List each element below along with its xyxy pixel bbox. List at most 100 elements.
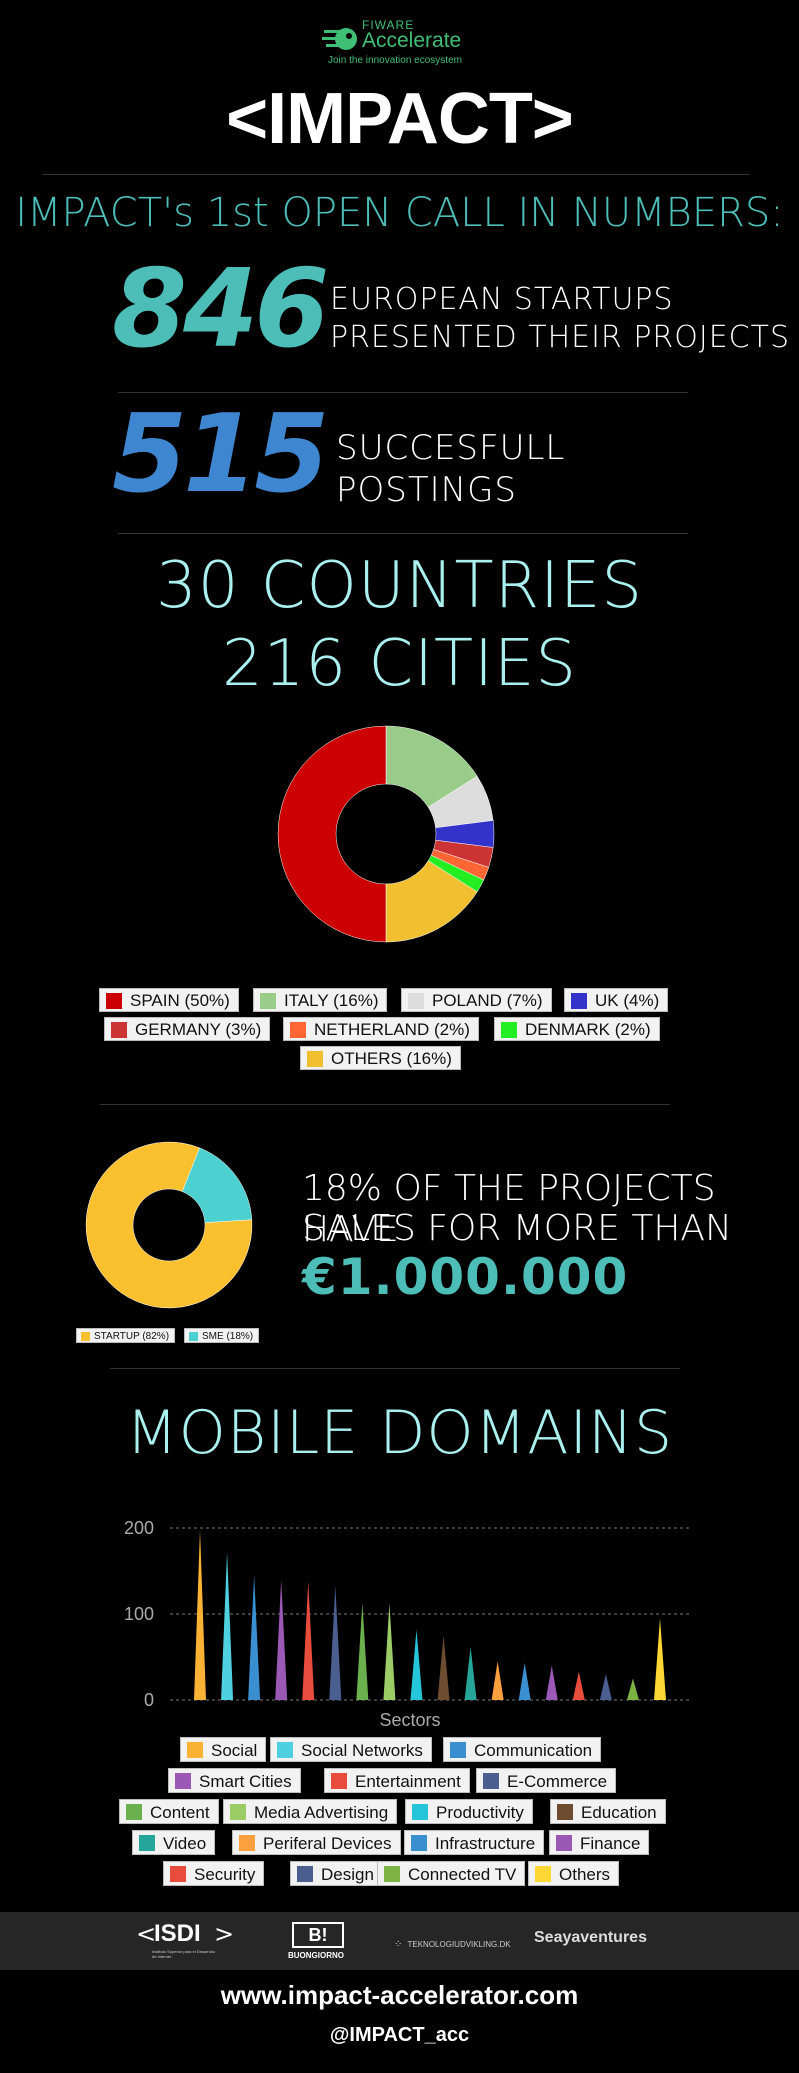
donut-slice-startup <box>85 1141 253 1309</box>
legend-item-spain: SPAIN (50%) <box>99 988 239 1012</box>
company-type-donut-chart <box>85 1141 253 1309</box>
postings-label-line1: SUCCESFULL <box>336 428 566 468</box>
legend-swatch <box>384 1866 400 1882</box>
legend-swatch <box>483 1773 499 1789</box>
spike-others <box>654 1618 666 1700</box>
divider <box>118 392 688 393</box>
postings-label-line2: POSTINGS <box>336 470 518 510</box>
legend-swatch <box>556 1835 572 1851</box>
legend-label: Social Networks <box>301 1741 423 1760</box>
x-axis-label: Sectors <box>379 1710 440 1730</box>
countries-count: 30 COUNTRIES <box>155 549 644 623</box>
legend-item-periferal-devices: Periferal Devices <box>232 1830 401 1855</box>
legend-label: Entertainment <box>355 1772 461 1791</box>
legend-swatch <box>111 1022 127 1038</box>
spike-entertainment <box>302 1581 315 1700</box>
legend-swatch <box>230 1804 246 1820</box>
isdi-right-bracket-icon: > <box>214 1920 235 1948</box>
spike-social-networks <box>221 1552 234 1700</box>
y-tick-label: 100 <box>124 1604 154 1624</box>
legend-swatch <box>331 1773 347 1789</box>
legend-item-content: Content <box>119 1799 219 1824</box>
website-link[interactable]: www.impact-accelerator.com <box>220 1980 579 2010</box>
logo-brand: Accelerate <box>362 29 462 52</box>
spike-infrastructure <box>518 1663 531 1700</box>
legend-item-connected-tv: Connected TV <box>377 1861 526 1886</box>
legend-item-entertainment: Entertainment <box>324 1768 470 1793</box>
seaya-ventures-logo: Seayaventures <box>534 1929 647 1946</box>
spike-connected-tv <box>626 1678 639 1700</box>
legend-swatch <box>501 1022 517 1038</box>
legend-label: SPAIN (50%) <box>130 991 230 1010</box>
spike-security <box>572 1671 585 1700</box>
legend-swatch <box>571 993 587 1009</box>
teknologiudvikling-logo-text: TEKNOLOGIUDVIKLING.DK <box>407 1940 511 1949</box>
startups-label-line2: PRESENTED THEIR PROJECTS <box>330 320 790 355</box>
legend-label: Finance <box>580 1834 641 1853</box>
isdi-left-bracket-icon: < <box>136 1920 157 1948</box>
spike-media-advertising <box>383 1603 396 1700</box>
legend-item-social-networks: Social Networks <box>270 1737 432 1762</box>
legend-label: NETHERLAND (2%) <box>314 1020 470 1039</box>
countries-donut-chart <box>277 725 495 943</box>
legend-item-sme: SME (18%) <box>184 1328 260 1343</box>
sales-line1: 18% OF THE PROJECTS HAVE <box>302 1168 716 1250</box>
legend-label: Media Advertising <box>254 1803 389 1822</box>
legend-label: Periferal Devices <box>263 1834 392 1853</box>
network-nodes-icon: ⁘ <box>394 1939 403 1950</box>
startups-count: 846 <box>112 247 329 372</box>
legend-item-productivity: Productivity <box>405 1799 533 1824</box>
legend-item-video: Video <box>132 1830 216 1855</box>
legend-swatch <box>81 1332 90 1341</box>
buongiorno-logo: B! BUONGIORNO <box>288 1922 350 1962</box>
legend-swatch <box>450 1742 466 1758</box>
postings-count: 515 <box>112 392 329 517</box>
legend-item-communication: Communication <box>443 1737 602 1762</box>
legend-swatch <box>297 1866 313 1882</box>
y-tick-label: 200 <box>124 1518 154 1538</box>
legend-swatch <box>106 993 122 1009</box>
legend-swatch <box>412 1804 428 1820</box>
legend-item-germany: GERMANY (3%) <box>104 1017 271 1041</box>
spike-periferal-devices <box>491 1661 504 1700</box>
legend-swatch <box>307 1051 323 1067</box>
y-tick-label: 0 <box>144 1690 154 1710</box>
isdi-logo-text: ISDI <box>154 1920 201 1947</box>
divider <box>42 174 750 175</box>
legend-item-uk: UK (4%) <box>564 988 669 1012</box>
buongiorno-logo-mark: B! <box>292 1922 344 1948</box>
legend-label: Infrastructure <box>435 1834 536 1853</box>
legend-item-finance: Finance <box>549 1830 650 1855</box>
legend-label: Smart Cities <box>199 1772 292 1791</box>
legend-swatch <box>408 993 424 1009</box>
startups-label-line1: EUROPEAN STARTUPS <box>330 282 674 317</box>
legend-label: E-Commerce <box>507 1772 608 1791</box>
legend-label: STARTUP (82%) <box>94 1331 170 1342</box>
isdi-logo-subtitle: Instituto Superior para el Desarrollo de… <box>152 1949 215 1959</box>
legend-label: OTHERS (16%) <box>331 1049 452 1068</box>
legend-label: Connected TV <box>408 1865 517 1884</box>
legend-label: Design <box>321 1865 374 1884</box>
teknologiudvikling-logo: ⁘ TEKNOLOGIUDVIKLING.DK <box>394 1932 511 1952</box>
legend-swatch <box>535 1866 551 1882</box>
legend-swatch <box>411 1835 427 1851</box>
sales-amount: €1.000.000 <box>302 1248 629 1306</box>
spike-productivity <box>410 1629 423 1700</box>
legend-swatch <box>139 1835 155 1851</box>
accelerate-rocket-icon <box>322 28 357 50</box>
legend-label: Content <box>150 1803 210 1822</box>
legend-label: Video <box>163 1834 207 1853</box>
open-call-heading: IMPACT's 1st OPEN CALL IN NUMBERS: <box>15 190 784 236</box>
legend-item-e-commerce: E-Commerce <box>476 1768 617 1793</box>
legend-item-media-advertising: Media Advertising <box>223 1799 398 1824</box>
legend-item-social: Social <box>180 1737 267 1762</box>
legend-label: Productivity <box>436 1803 524 1822</box>
legend-swatch <box>189 1332 198 1341</box>
twitter-handle[interactable]: @IMPACT_acc <box>329 2024 470 2046</box>
legend-item-design: Design <box>290 1861 383 1886</box>
legend-swatch <box>239 1835 255 1851</box>
partner-logos-bar: ISDI < > Instituto Superior para el Desa… <box>0 1912 799 1970</box>
spike-social <box>194 1529 206 1700</box>
legend-label: ITALY (16%) <box>284 991 379 1010</box>
legend-swatch <box>260 993 276 1009</box>
